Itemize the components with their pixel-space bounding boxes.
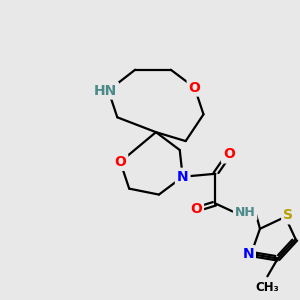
Text: N: N [177, 170, 188, 184]
Text: CH₃: CH₃ [256, 281, 279, 294]
Text: N: N [242, 247, 254, 261]
Text: NH: NH [235, 206, 256, 219]
Text: O: O [189, 81, 200, 94]
Text: O: O [114, 155, 126, 169]
Text: O: O [190, 202, 202, 216]
Text: S: S [283, 208, 293, 222]
Text: O: O [223, 148, 235, 161]
Text: HN: HN [94, 84, 117, 98]
